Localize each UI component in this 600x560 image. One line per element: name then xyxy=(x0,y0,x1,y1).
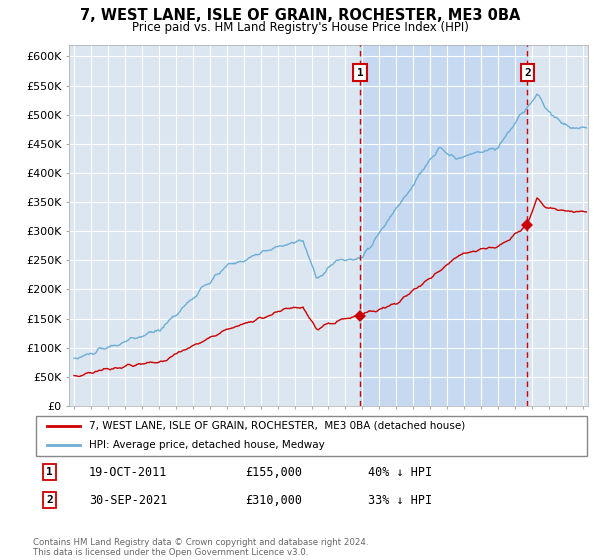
Text: 7, WEST LANE, ISLE OF GRAIN, ROCHESTER, ME3 0BA: 7, WEST LANE, ISLE OF GRAIN, ROCHESTER, … xyxy=(80,8,520,24)
Bar xyxy=(360,45,527,406)
Text: 33% ↓ HPI: 33% ↓ HPI xyxy=(368,493,432,507)
Text: £155,000: £155,000 xyxy=(245,465,302,479)
Text: Contains HM Land Registry data © Crown copyright and database right 2024.
This d: Contains HM Land Registry data © Crown c… xyxy=(33,538,368,557)
Text: 30-SEP-2021: 30-SEP-2021 xyxy=(89,493,167,507)
Text: £310,000: £310,000 xyxy=(245,493,302,507)
Text: 1: 1 xyxy=(356,68,363,78)
Text: 2: 2 xyxy=(524,68,530,78)
Text: 19-OCT-2011: 19-OCT-2011 xyxy=(89,465,167,479)
Text: 40% ↓ HPI: 40% ↓ HPI xyxy=(368,465,432,479)
Text: 7, WEST LANE, ISLE OF GRAIN, ROCHESTER,  ME3 0BA (detached house): 7, WEST LANE, ISLE OF GRAIN, ROCHESTER, … xyxy=(89,421,465,431)
Text: 2: 2 xyxy=(46,495,53,505)
Text: Price paid vs. HM Land Registry's House Price Index (HPI): Price paid vs. HM Land Registry's House … xyxy=(131,21,469,34)
FancyBboxPatch shape xyxy=(36,416,587,456)
Text: HPI: Average price, detached house, Medway: HPI: Average price, detached house, Medw… xyxy=(89,440,325,450)
Text: 1: 1 xyxy=(46,467,53,477)
